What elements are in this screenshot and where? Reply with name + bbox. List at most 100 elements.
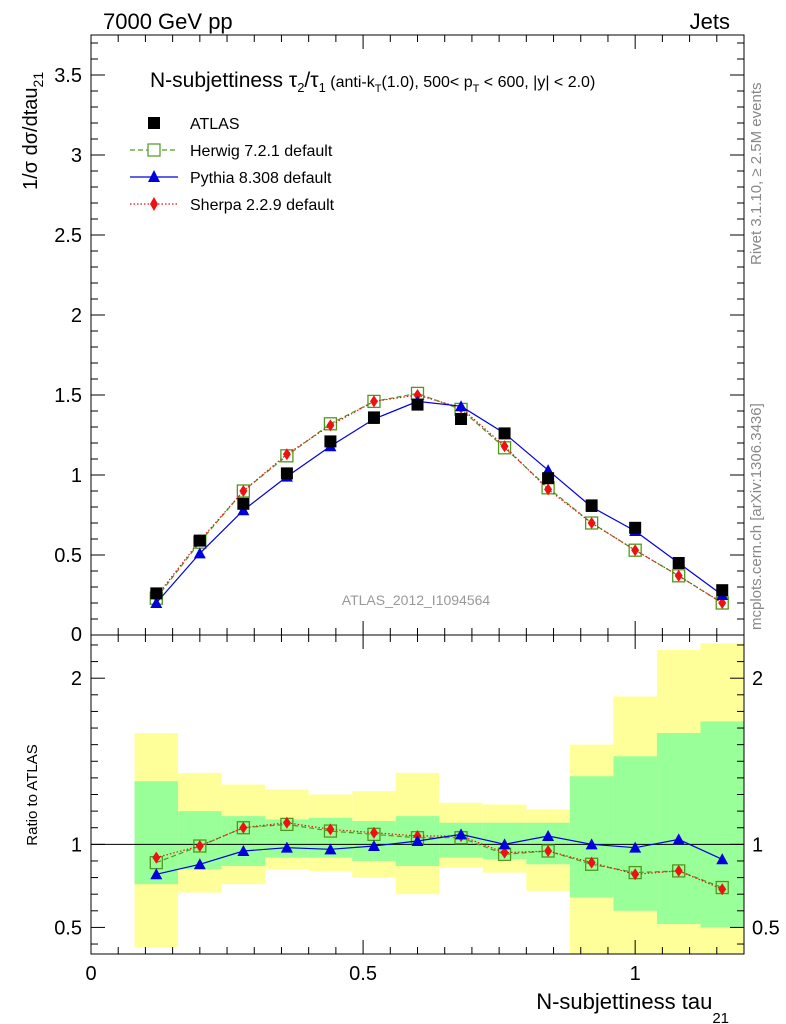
ratio-y-label: Ratio to ATLAS — [24, 744, 41, 845]
ratio-band-green — [700, 721, 744, 928]
main-y-tick-label: 3 — [71, 145, 82, 167]
ratio-band-green — [526, 822, 570, 865]
title-sub-1: 1 — [319, 80, 326, 95]
main-y-tick-label: 2.5 — [54, 225, 82, 247]
ratio-series-pythia — [150, 828, 729, 880]
legend-label-pythia: Pythia 8.308 default — [190, 170, 332, 187]
main-point-atlas — [716, 584, 729, 597]
title-tau-1: τ — [310, 69, 319, 92]
ratio-point-pythia — [716, 853, 729, 865]
ratio-point-pythia — [280, 841, 293, 853]
main-point-sherpa — [239, 485, 248, 497]
main-point-sherpa — [674, 569, 683, 582]
ratio-point-pythia — [150, 868, 163, 880]
main-point-sherpa — [500, 440, 509, 453]
main-point-sherpa — [544, 483, 553, 496]
main-point-atlas — [280, 467, 293, 480]
ratio-point-pythia — [672, 833, 685, 845]
title-rest-a: (anti-k — [326, 74, 376, 91]
legend-label-atlas: ATLAS — [190, 116, 240, 133]
ratio-point-sherpa — [500, 846, 509, 859]
x-axis-label-sub: 21 — [712, 1010, 729, 1024]
ratio-y-tick-label-right: 1 — [752, 834, 763, 856]
main-series-atlas — [150, 398, 729, 600]
main-point-atlas — [629, 521, 642, 534]
ratio-frame — [90, 634, 745, 955]
legend-marker-atlas — [148, 117, 160, 129]
ratio-point-pythia — [324, 843, 337, 855]
legend-marker-pythia — [148, 170, 160, 182]
header-left: 7000 GeV pp — [103, 9, 233, 34]
main-point-atlas — [542, 472, 555, 485]
title-slash: / — [304, 69, 310, 92]
ratio-y-tick-label-left: 1 — [71, 834, 82, 856]
ratio-series-layer — [149, 816, 729, 896]
main-y-label-text: 1/σ dσ/dtau — [20, 87, 42, 190]
title-tau-2: τ — [289, 69, 298, 92]
analysis-watermark: ATLAS_2012_I1094564 — [342, 592, 491, 608]
legend: ATLAS Herwig 7.2.1 default Pythia 8.308 … — [130, 116, 335, 214]
chart-title: N-subjettiness τ2/τ1 (anti-kT(1.0), 500<… — [150, 69, 595, 95]
legend-item-herwig: Herwig 7.2.1 default — [130, 143, 333, 160]
main-series-layer — [149, 386, 729, 610]
main-point-atlas — [672, 557, 685, 569]
ratio-point-pythia — [542, 830, 555, 842]
main-point-atlas — [193, 534, 206, 547]
legend-marker-sherpa — [150, 197, 158, 211]
ratio-point-sherpa — [544, 844, 553, 857]
main-point-sherpa — [413, 389, 422, 401]
main-y-tick-label: 0.5 — [54, 545, 82, 567]
x-tick-label: 0.5 — [349, 963, 377, 985]
ratio-band-green — [656, 733, 701, 925]
ratio-y-tick-label-right: 0.5 — [752, 917, 780, 939]
ratio-point-sherpa — [152, 851, 161, 864]
legend-label-herwig: Herwig 7.2.1 default — [190, 143, 333, 160]
ratio-band-green — [134, 781, 179, 885]
ratio-point-sherpa — [369, 826, 378, 839]
ratio-band-green — [613, 756, 657, 911]
legend-marker-herwig — [147, 143, 161, 157]
title-sub-t: T — [375, 83, 382, 95]
ratio-point-sherpa — [674, 864, 683, 877]
ratio-point-pythia — [455, 828, 468, 840]
ratio-point-sherpa — [587, 856, 596, 869]
title-main: N-subjettiness — [150, 69, 289, 92]
ratio-point-sherpa — [326, 823, 335, 836]
x-tick-label: 1 — [630, 963, 641, 985]
main-point-sherpa — [369, 395, 378, 408]
main-y-tick-labels: 0.5 1 1.5 2 2.5 3 3.5 0 — [54, 65, 82, 646]
ratio-point-sherpa — [718, 883, 727, 896]
main-series-pythia — [150, 395, 729, 608]
ratio-y-tick-label-right: 2 — [752, 668, 763, 690]
ratio-panel: 0.5 0.5 1 1 2 2 0 0.5 1 Ratio to ATLAS N-subjett… — [24, 634, 780, 1024]
x-axis-label-text: N-subjettiness tau — [536, 989, 712, 1014]
x-axis-label: N-subjettiness tau21 — [536, 989, 729, 1024]
legend-item-pythia: Pythia 8.308 default — [130, 170, 332, 187]
main-point-sherpa — [326, 419, 335, 432]
main-point-sherpa — [631, 544, 640, 557]
ratio-point-sherpa — [239, 821, 248, 834]
main-y-label-sub: 21 — [30, 72, 46, 88]
main-point-atlas — [455, 413, 468, 425]
main-y-tick-label: 3.5 — [54, 65, 82, 87]
rivet-label: Rivet 3.1.10, ≥ 2.5M events — [748, 83, 765, 266]
ratio-point-pythia — [411, 835, 424, 847]
main-point-pythia — [455, 400, 468, 412]
ratio-y-tick-label-left: 2 — [71, 668, 82, 690]
ratio-line-pythia — [156, 833, 723, 875]
main-y-tick-label: 2 — [71, 305, 82, 327]
main-point-atlas — [411, 398, 424, 411]
main-point-atlas — [367, 411, 380, 424]
main-point-sherpa — [587, 517, 596, 529]
main-frame — [90, 34, 745, 636]
ratio-band-green — [569, 776, 614, 898]
title-sub-t2: T — [473, 83, 480, 95]
main-y-label: 1/σ dσ/dtau21 — [20, 72, 46, 190]
mcplots-label: mcplots.cern.ch [arXiv:1306.3436] — [748, 403, 765, 630]
ratio-point-pythia — [193, 858, 206, 870]
legend-item-atlas: ATLAS — [148, 116, 240, 133]
main-point-atlas — [498, 427, 511, 440]
main-line-pythia — [155, 400, 723, 604]
ratio-point-sherpa — [282, 816, 291, 829]
